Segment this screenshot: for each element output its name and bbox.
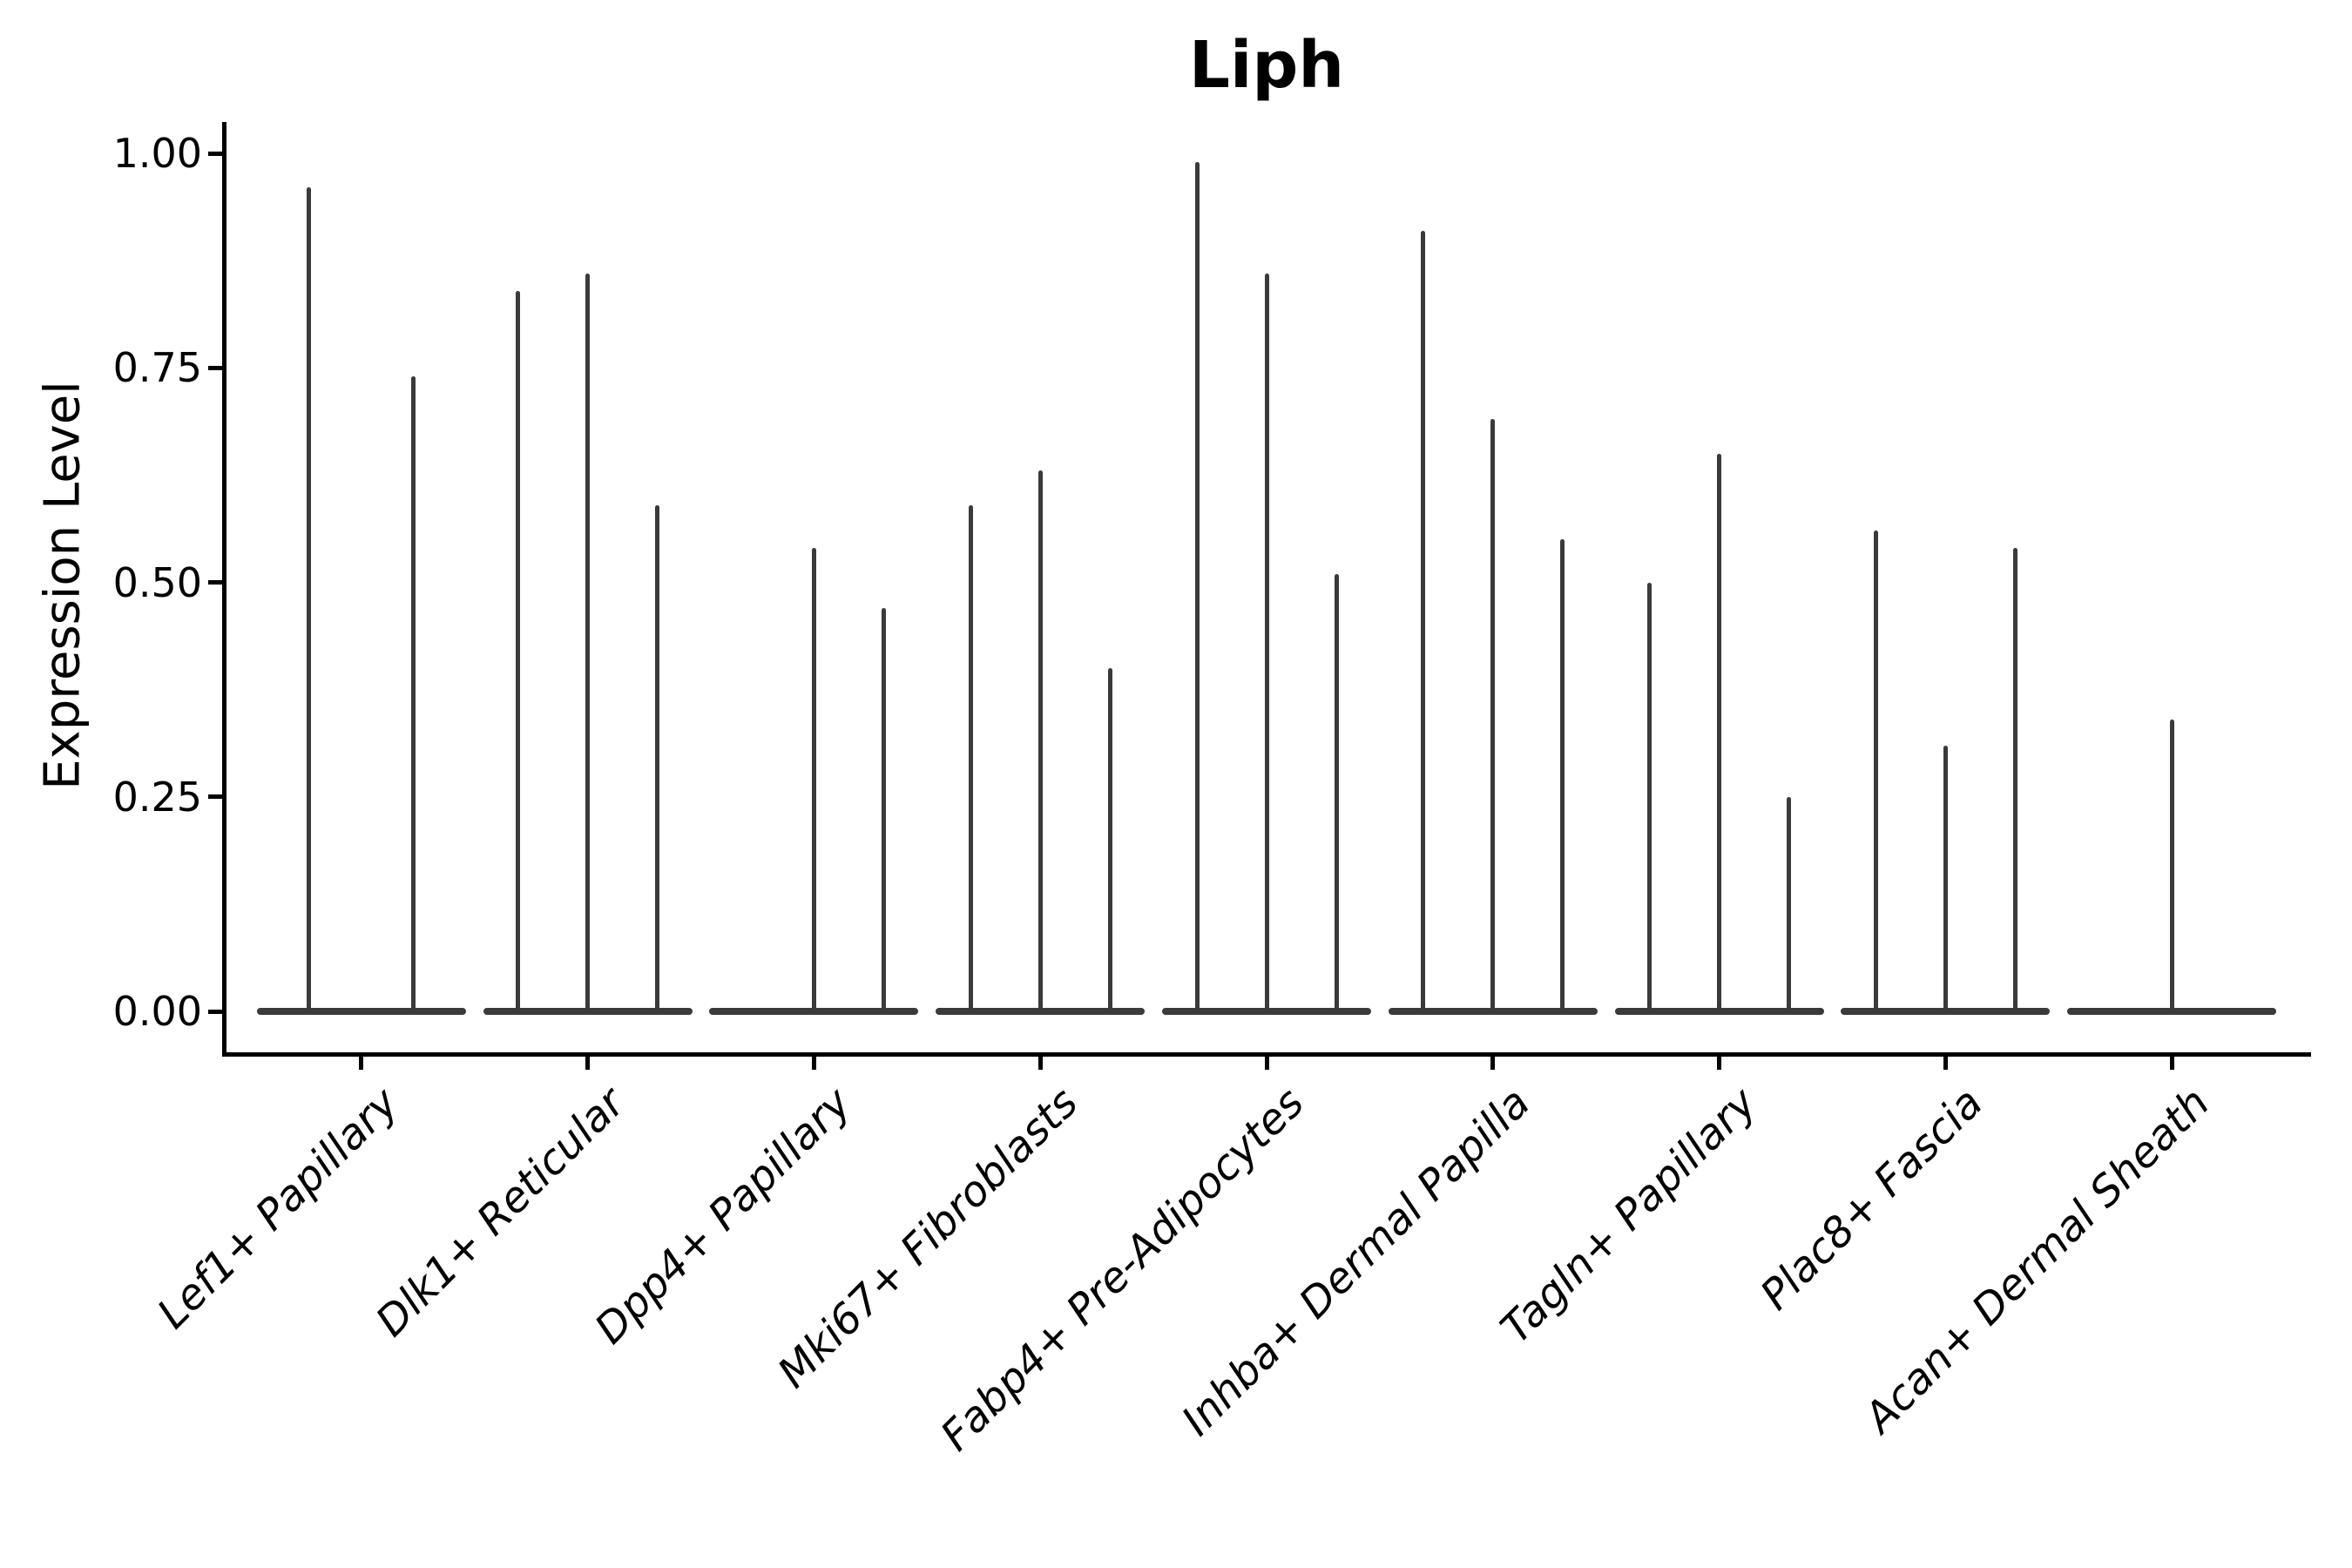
- y-tick: [208, 151, 222, 156]
- x-tick: [1264, 1057, 1269, 1070]
- y-tick-label: 0.75: [112, 344, 202, 392]
- y-tick: [208, 1009, 222, 1014]
- violin-spike: [1787, 796, 1792, 1015]
- violin-spike: [411, 376, 416, 1015]
- y-tick-label: 0.50: [112, 558, 202, 606]
- violin-spike: [1943, 745, 1948, 1015]
- x-tick: [1490, 1057, 1496, 1070]
- violin-spike: [1421, 230, 1426, 1015]
- y-tick: [208, 365, 222, 370]
- violin-spike: [2012, 548, 2017, 1015]
- x-tick-label: Plac8+ Fascia: [1751, 1078, 1992, 1320]
- y-tick-label: 0.00: [112, 988, 202, 1035]
- violin-spike: [881, 608, 886, 1015]
- violin-spike: [1490, 419, 1496, 1015]
- violin-spike: [1107, 668, 1112, 1015]
- violin-spike: [1560, 539, 1565, 1015]
- x-tick: [811, 1057, 816, 1070]
- x-tick: [1717, 1057, 1722, 1070]
- y-axis-spine: [222, 122, 226, 1057]
- violin-spike: [1264, 273, 1269, 1015]
- x-tick-label: Dlk1+ Reticular: [367, 1078, 635, 1347]
- x-tick: [2169, 1057, 2174, 1070]
- x-tick: [359, 1057, 364, 1070]
- y-tick-label: 0.25: [112, 773, 202, 821]
- violin-spike: [307, 187, 312, 1015]
- violin-spike: [811, 548, 816, 1015]
- x-tick: [1943, 1057, 1948, 1070]
- y-tick: [208, 794, 222, 800]
- x-tick-label: Fabp4+ Pre-Adipocytes: [931, 1078, 1314, 1461]
- violin-spike: [2169, 720, 2174, 1015]
- violin-spike: [1873, 531, 1878, 1015]
- violin-spike: [516, 290, 521, 1015]
- violin-spike: [655, 504, 660, 1015]
- y-tick-label: 1.00: [112, 130, 202, 177]
- x-tick: [585, 1057, 591, 1070]
- violin-spike: [1037, 470, 1043, 1015]
- chart-title: Liph: [1188, 28, 1345, 103]
- violin-spike: [585, 273, 591, 1015]
- violin-spike: [1717, 453, 1722, 1015]
- x-axis-spine: [222, 1052, 2311, 1057]
- violin-spike: [1334, 573, 1339, 1015]
- violin-spike: [1647, 582, 1652, 1015]
- x-tick: [1037, 1057, 1043, 1070]
- violin-spike: [1194, 161, 1200, 1015]
- violin-spike: [968, 504, 973, 1015]
- y-tick: [208, 580, 222, 585]
- x-tick-label: Lef1+ Papillary: [148, 1078, 409, 1339]
- violin-base: [256, 1008, 466, 1015]
